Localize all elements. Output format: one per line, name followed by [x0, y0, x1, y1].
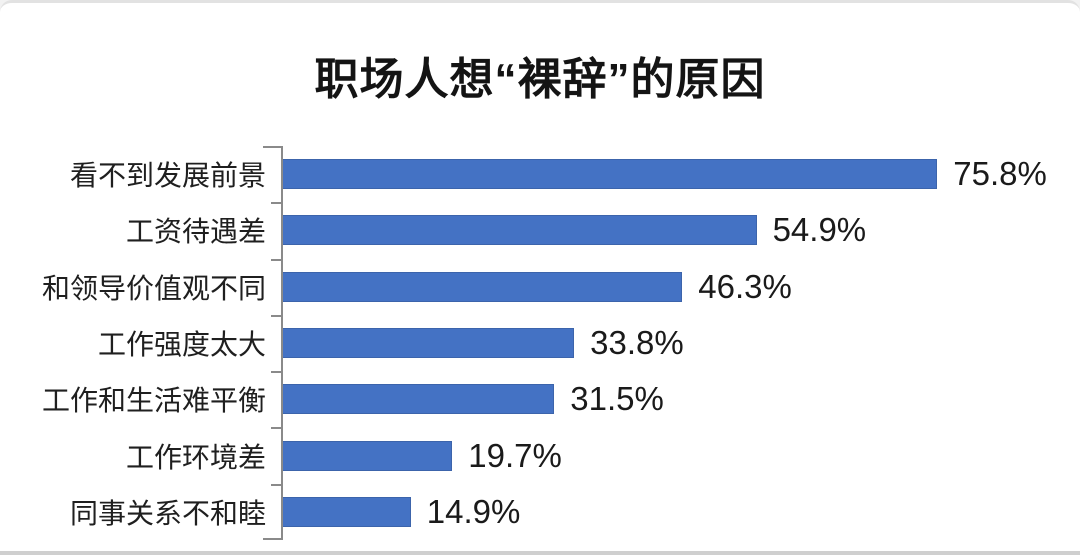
bar-track: 33.8% — [282, 315, 1060, 371]
axis-tick — [271, 484, 281, 486]
bar-track: 46.3% — [282, 259, 1060, 315]
axis-tick — [271, 427, 281, 429]
axis-tick — [271, 259, 281, 261]
bar — [282, 215, 757, 246]
bar-track: 31.5% — [282, 371, 1060, 427]
bar-track: 19.7% — [282, 427, 1060, 483]
category-label: 工作环境差 — [125, 441, 266, 473]
chart-row: 工作和生活难平衡 31.5% — [0, 371, 1080, 427]
bar-chart: 看不到发展前景 75.8% 工资待遇差 54.9% 和领导价值观不同 46.3%… — [0, 146, 1080, 540]
bar — [282, 440, 453, 471]
value-label: 31.5% — [570, 380, 664, 418]
value-label: 19.7% — [468, 436, 562, 474]
value-label: 54.9% — [772, 211, 867, 249]
axis-tick — [271, 315, 281, 317]
axis-tick — [271, 202, 281, 204]
category-label: 同事关系不和睦 — [69, 497, 266, 529]
axis-tick — [263, 146, 281, 148]
chart-rows: 看不到发展前景 75.8% 工资待遇差 54.9% 和领导价值观不同 46.3%… — [0, 146, 1080, 540]
chart-row: 工作强度太大 33.8% — [0, 315, 1080, 371]
axis-tick — [263, 538, 281, 540]
bar — [282, 271, 683, 302]
chart-row: 看不到发展前景 75.8% — [0, 146, 1080, 202]
category-label: 工作和生活难平衡 — [41, 385, 266, 417]
chart-row: 和领导价值观不同 46.3% — [0, 259, 1080, 315]
bar — [282, 159, 938, 190]
value-label: 75.8% — [953, 155, 1047, 193]
category-label: 看不到发展前景 — [69, 160, 266, 192]
chart-title: 职场人想“裸辞”的原因 — [314, 55, 766, 104]
bar — [282, 384, 555, 415]
value-label: 33.8% — [590, 323, 684, 361]
category-label: 和领导价值观不同 — [41, 272, 266, 304]
bar-track: 54.9% — [282, 202, 1060, 258]
value-label: 14.9% — [426, 492, 521, 530]
bar-track: 14.9% — [282, 484, 1060, 540]
bar — [282, 496, 411, 527]
y-axis-line — [281, 146, 283, 540]
value-label: 46.3% — [698, 267, 792, 305]
axis-tick — [271, 371, 281, 373]
bar — [282, 327, 575, 358]
bar-track: 75.8% — [282, 146, 1060, 202]
category-label: 工作强度太大 — [97, 328, 266, 360]
category-label: 工资待遇差 — [125, 216, 266, 248]
chart-row: 工作环境差 19.7% — [0, 427, 1080, 483]
chart-row: 工资待遇差 54.9% — [0, 202, 1080, 258]
chart-row: 同事关系不和睦 14.9% — [0, 484, 1080, 540]
